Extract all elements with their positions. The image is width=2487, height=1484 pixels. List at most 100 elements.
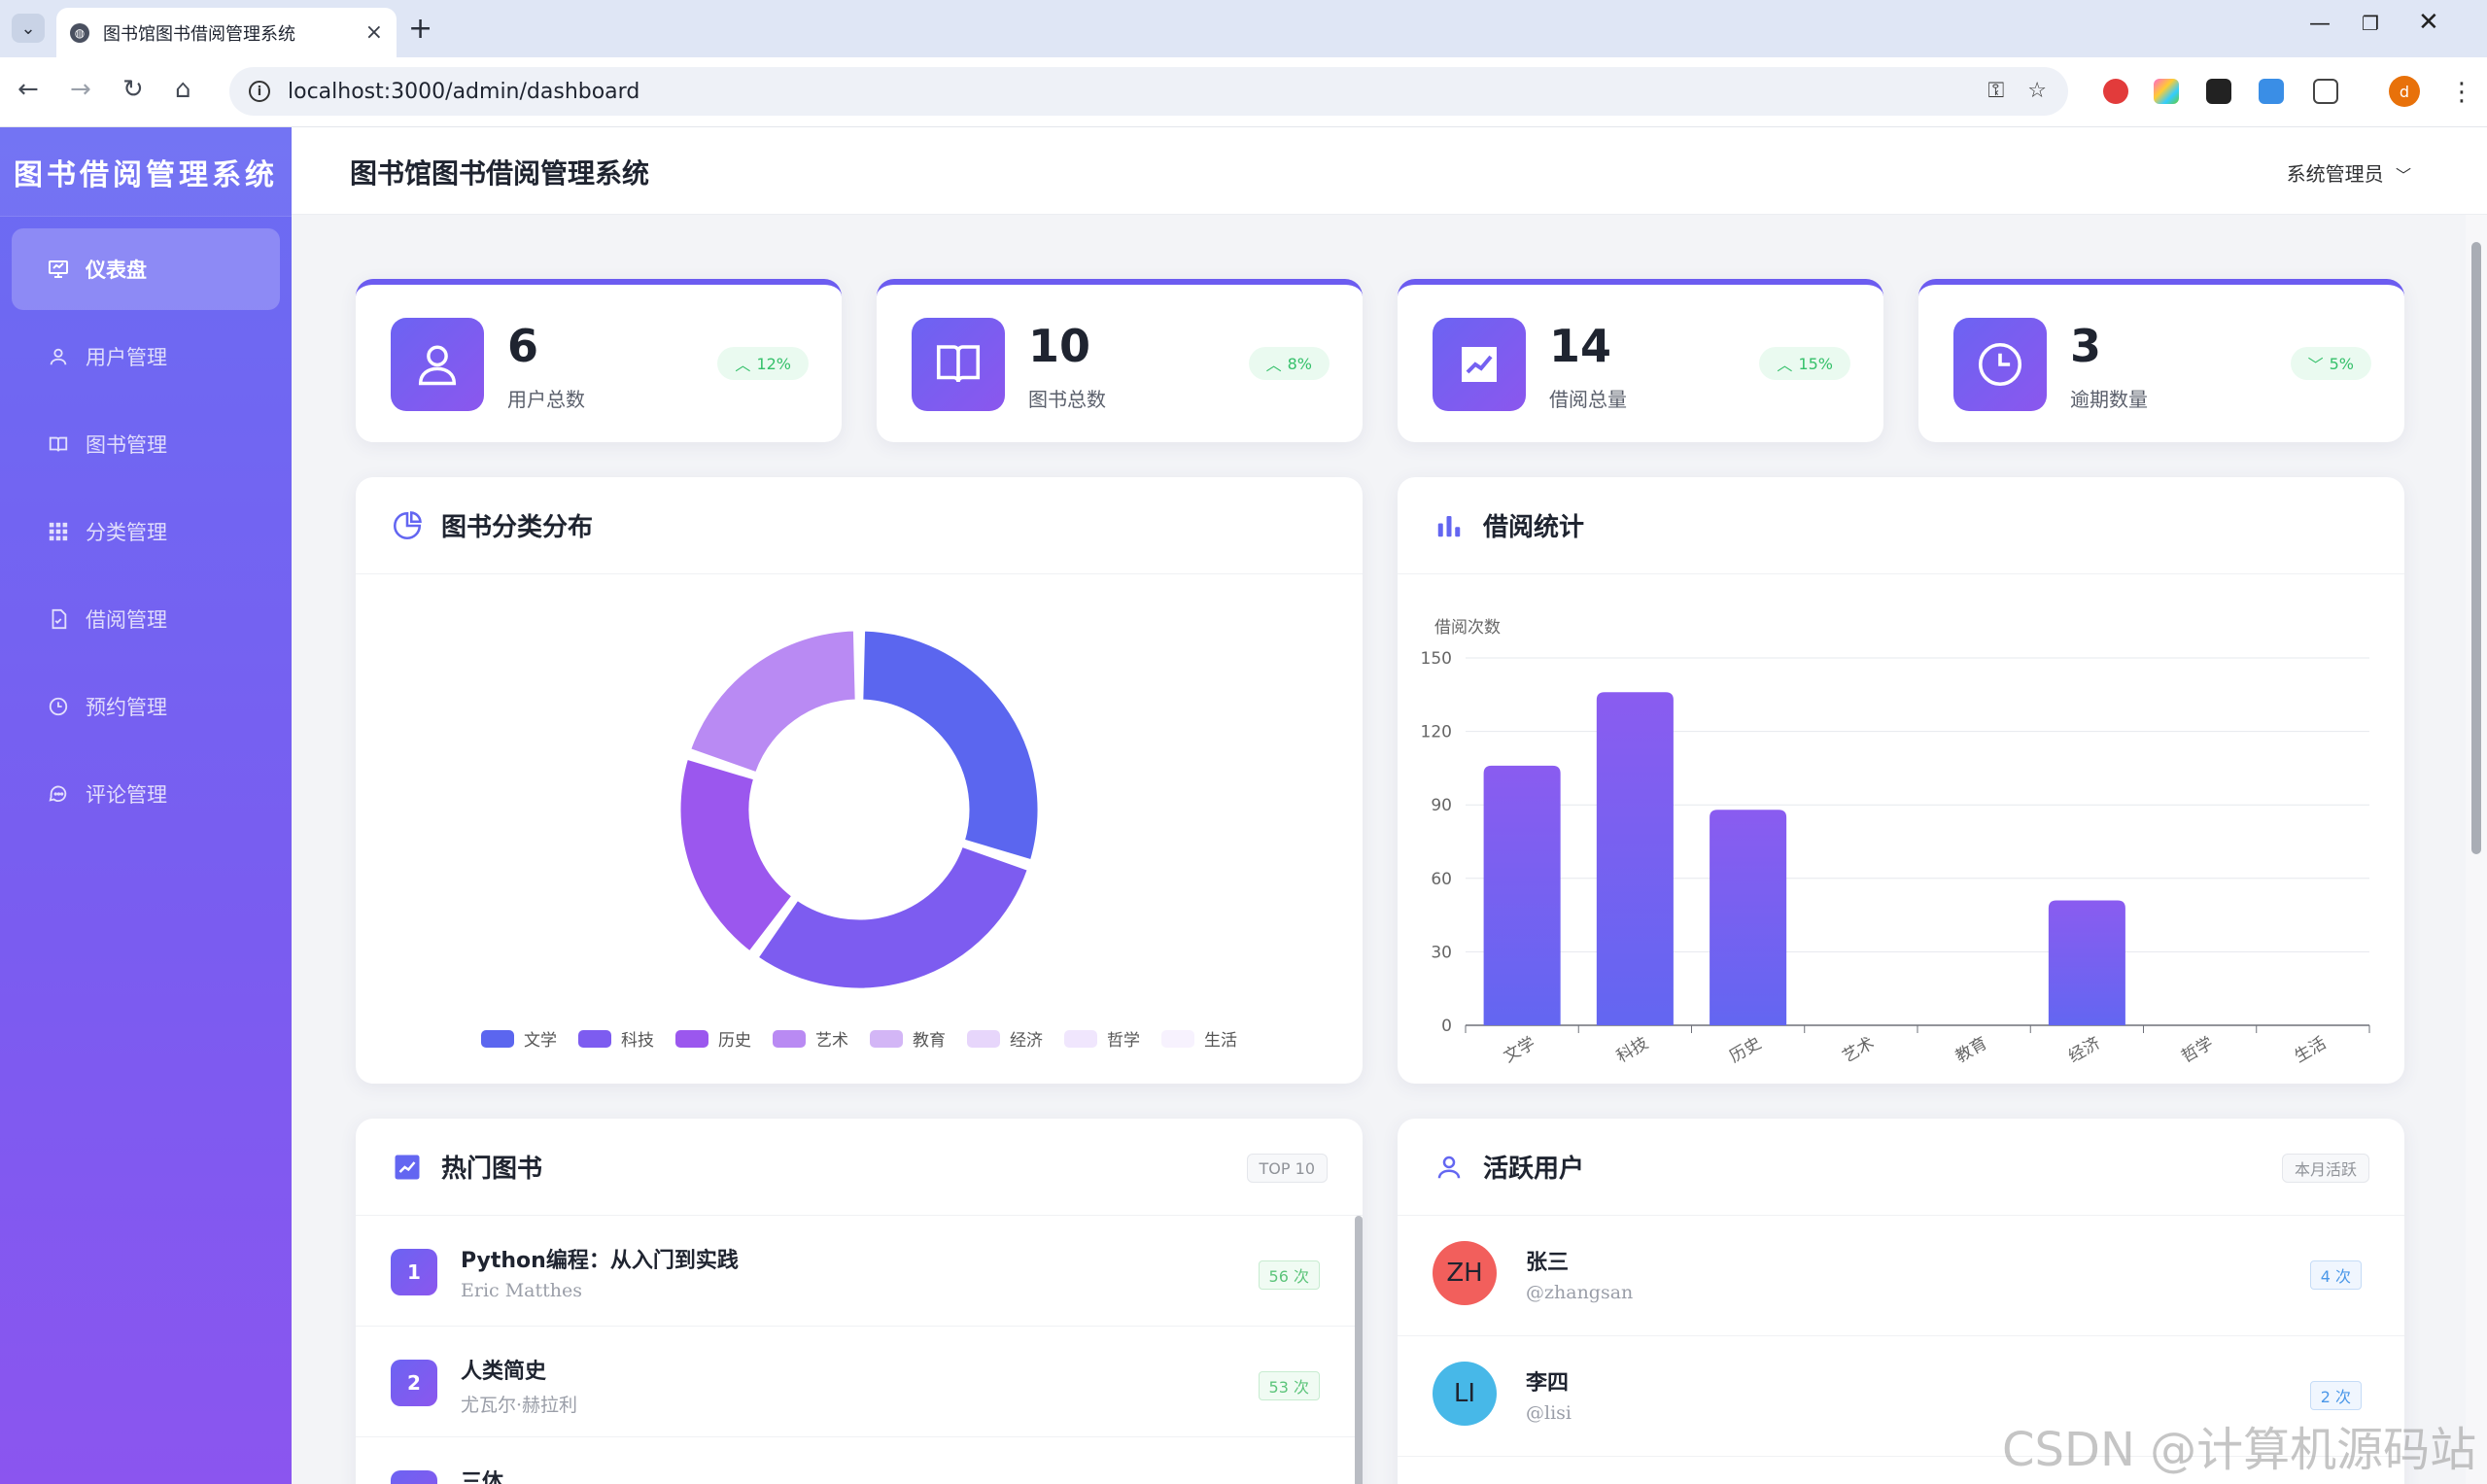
y-tick-label: 150 (1421, 649, 1452, 669)
legend-item[interactable]: 哲学 (1064, 1026, 1140, 1051)
legend-swatch (773, 1029, 806, 1048)
legend-item[interactable]: 科技 (578, 1026, 654, 1051)
panel-header: 借阅统计 (1398, 477, 2404, 574)
home-button[interactable]: ⌂ (175, 75, 191, 104)
sidebar-item-categories[interactable]: 分类管理 (12, 491, 280, 572)
book-author: Eric Matthes (461, 1280, 582, 1301)
list-item[interactable]: 2 人类简史 尤瓦尔·赫拉利 53 次 (356, 1327, 1363, 1437)
browser-menu-icon[interactable]: ⋮ (2449, 78, 2474, 107)
dashboard-icon (47, 258, 70, 281)
document-icon (47, 607, 70, 631)
donut-slice-历史[interactable] (677, 756, 795, 954)
x-tick-label: 哲学 (2178, 1034, 2216, 1067)
y-tick-label: 0 (1441, 1017, 1452, 1036)
omnibox[interactable]: i localhost:3000/admin/dashboard ⚿ ☆ (229, 67, 2068, 116)
reload-button[interactable]: ↻ (122, 75, 144, 104)
user-handle: @zhangsan (1526, 1282, 1634, 1303)
sidebar-item-label: 仪表盘 (86, 259, 147, 282)
legend-item[interactable]: 经济 (967, 1026, 1043, 1051)
legend-item[interactable]: 艺术 (773, 1026, 848, 1051)
bar-文学[interactable] (1483, 765, 1561, 1025)
user-icon (391, 318, 484, 411)
stat-card-borrows: 14 借阅总量 ︿ 15% (1398, 279, 1883, 442)
trend-value: 15% (1798, 354, 1833, 373)
y-tick-label: 120 (1421, 723, 1452, 742)
color-extension-icon[interactable] (2154, 79, 2179, 104)
trend-value: 12% (756, 354, 791, 373)
user-icon (1433, 1151, 1466, 1184)
browser-tab[interactable]: ◍ 图书馆图书借阅管理系统 × (56, 8, 397, 57)
chevron-down-icon: ﹀ (2395, 166, 2411, 185)
sidebar-item-borrows[interactable]: 借阅管理 (12, 578, 280, 660)
adblock-extension-icon[interactable] (2103, 79, 2128, 104)
legend-label: 科技 (621, 1031, 654, 1051)
legend-label: 教育 (913, 1031, 946, 1051)
back-button[interactable]: ← (17, 75, 39, 104)
rank-badge: 2 (391, 1360, 437, 1406)
restore-button[interactable]: ❐ (2362, 12, 2379, 35)
donut-slice-文学[interactable] (860, 628, 1041, 863)
trend-badge: ︿ 12% (717, 347, 809, 380)
tab-search-button[interactable]: ⌄ (12, 14, 45, 43)
new-tab-button[interactable]: + (408, 12, 433, 46)
y-axis-title: 借阅次数 (1434, 618, 1501, 638)
app-header: 图书馆图书借阅管理系统 系统管理员 ﹀ (292, 127, 2487, 215)
profile-avatar[interactable]: d (2389, 76, 2420, 107)
legend-swatch (967, 1029, 1000, 1048)
sidebar-item-dashboard[interactable]: 仪表盘 (12, 228, 280, 310)
site-info-icon[interactable]: i (249, 81, 270, 102)
bar-历史[interactable] (1710, 810, 1787, 1025)
page-scrollbar[interactable] (2466, 215, 2487, 1484)
sidebar-item-users[interactable]: 用户管理 (12, 316, 280, 397)
sidebar-item-books[interactable]: 图书管理 (12, 403, 280, 485)
bar-经济[interactable] (2048, 900, 2125, 1025)
mask-extension-icon[interactable] (2206, 79, 2231, 104)
list-scrollbar[interactable] (1355, 1216, 1363, 1484)
legend-item[interactable]: 生活 (1161, 1026, 1237, 1051)
close-window-button[interactable]: ✕ (2418, 8, 2439, 37)
bar-科技[interactable] (1596, 692, 1674, 1025)
donut-slice-科技[interactable] (755, 844, 1030, 991)
translate-extension-icon[interactable] (2259, 79, 2284, 104)
sidebar-item-comments[interactable]: 评论管理 (12, 753, 280, 835)
y-tick-label: 90 (1431, 796, 1452, 815)
sidebar-item-label: 评论管理 (86, 783, 167, 807)
panel-title: 图书分类分布 (441, 513, 594, 542)
donut-slice-艺术[interactable] (688, 628, 858, 776)
comment-icon (47, 782, 70, 806)
avatar: ZH (1433, 1241, 1497, 1305)
legend-item[interactable]: 文学 (481, 1026, 557, 1051)
list-item[interactable]: 3 三体 (356, 1437, 1363, 1484)
stat-value: 14 (1549, 320, 1612, 372)
user-menu[interactable]: 系统管理员 ﹀ (2287, 158, 2411, 187)
sidebar-item-reservations[interactable]: 预约管理 (12, 666, 280, 747)
book-title: 三体 (461, 1470, 504, 1484)
user-name: 李四 (1526, 1371, 1570, 1396)
list-item[interactable]: LI 李四 @lisi 2 次 (1398, 1336, 2404, 1457)
legend-label: 文学 (524, 1031, 557, 1051)
chart-legend: 文学 科技 历史 艺术 教育 经济 哲学 生活 (356, 1026, 1363, 1051)
panel-header: 图书分类分布 (356, 477, 1363, 574)
borrow-count-tag: 56 次 (1258, 1260, 1320, 1290)
bookmark-star-icon[interactable]: ☆ (2027, 79, 2047, 103)
user-menu-label: 系统管理员 (2286, 162, 2384, 186)
rank-badge: 1 (391, 1249, 437, 1295)
list-item[interactable]: 1 Python编程：从入门到实践 Eric Matthes 56 次 (356, 1216, 1363, 1327)
close-tab-icon[interactable]: × (364, 20, 383, 45)
active-users-panel: 活跃用户 本月活跃 ZH 张三 @zhangsan 4 次 LI 李四 @lis… (1398, 1119, 2404, 1484)
extensions-puzzle-icon[interactable] (2313, 79, 2338, 104)
legend-item[interactable]: 历史 (675, 1026, 751, 1051)
minimize-button[interactable]: — (2309, 12, 2331, 36)
user-icon (47, 345, 70, 368)
forward-button[interactable]: → (70, 75, 91, 104)
legend-item[interactable]: 教育 (870, 1026, 946, 1051)
password-key-icon[interactable]: ⚿ (1987, 79, 2005, 103)
trend-value: 5% (2329, 354, 2354, 373)
sidebar-item-label: 分类管理 (86, 521, 167, 544)
legend-swatch (578, 1029, 611, 1048)
address-bar-row: ← → ↻ ⌂ i localhost:3000/admin/dashboard… (0, 57, 2487, 127)
scrollbar-thumb[interactable] (2471, 242, 2481, 854)
list-item[interactable]: ZH 张三 @zhangsan 4 次 (1398, 1216, 2404, 1336)
top10-tag: TOP 10 (1246, 1154, 1328, 1183)
x-tick-label: 教育 (1952, 1034, 1990, 1067)
